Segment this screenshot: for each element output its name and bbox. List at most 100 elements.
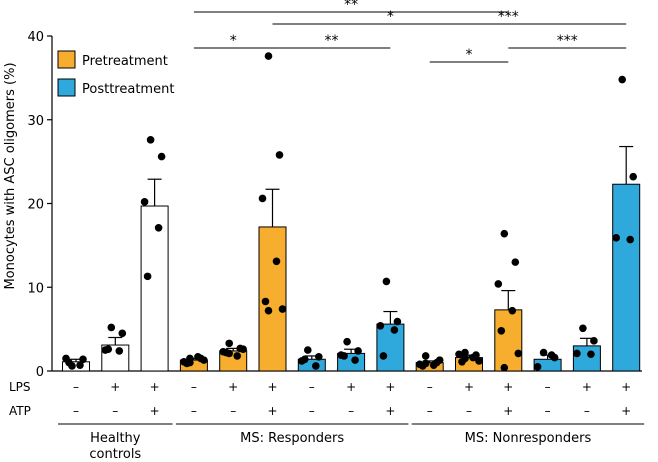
data-point: [264, 306, 273, 315]
data-point: [157, 152, 166, 161]
atp-sign: +: [385, 404, 395, 418]
lps-sign: +: [385, 380, 395, 394]
data-point: [461, 354, 469, 363]
data-point: [508, 306, 517, 315]
lps-sign: –: [545, 380, 551, 394]
data-point: [225, 349, 233, 358]
atp-sign: –: [73, 404, 79, 418]
data-point: [500, 229, 509, 238]
data-point: [500, 363, 509, 372]
data-point: [511, 258, 520, 266]
atp-sign: –: [466, 404, 472, 418]
data-point: [612, 234, 620, 242]
atp-sign: –: [348, 404, 354, 418]
data-point: [469, 353, 477, 362]
bar: [494, 309, 523, 372]
lps-sign: +: [621, 380, 631, 394]
significance-label: *: [387, 9, 394, 25]
atp-sign: –: [112, 404, 118, 418]
data-point: [421, 359, 430, 368]
data-point: [104, 345, 113, 354]
significance-label: ***: [557, 33, 578, 49]
data-point: [533, 363, 542, 371]
data-point: [421, 352, 430, 360]
data-point: [200, 356, 208, 364]
data-point: [626, 235, 634, 244]
data-point: [514, 349, 523, 358]
bar: [376, 323, 405, 372]
data-point: [65, 358, 73, 367]
data-point: [393, 317, 402, 326]
bar: [612, 183, 641, 372]
bar: [572, 345, 601, 372]
lps-sign: +: [150, 380, 160, 394]
significance-label: **: [344, 0, 358, 13]
lps-sign: +: [346, 380, 356, 394]
data-point: [382, 277, 391, 286]
significance-label: *: [466, 47, 473, 63]
data-point: [278, 305, 287, 313]
significance-label: **: [324, 33, 338, 49]
data-point: [455, 350, 463, 359]
significance-label: *: [230, 33, 237, 49]
legend-swatch: [57, 78, 76, 97]
data-point: [239, 345, 247, 354]
data-point: [547, 351, 556, 359]
lps-sign: +: [110, 380, 120, 394]
data-point: [539, 348, 548, 357]
data-point: [76, 361, 84, 369]
data-point: [233, 352, 241, 360]
row-label: ATP: [9, 404, 31, 418]
legend: Pretreatment Posttreatment: [57, 50, 174, 97]
data-point: [301, 355, 309, 364]
atp-sign: –: [191, 404, 197, 418]
row-label: LPS: [9, 380, 31, 394]
data-point: [573, 349, 581, 358]
legend-swatch: [57, 50, 76, 69]
atp-sign: +: [267, 404, 277, 418]
y-tick-label: 0: [36, 365, 44, 380]
data-point: [618, 75, 626, 84]
bars: [62, 145, 641, 372]
lps-sign: –: [73, 380, 79, 394]
data-point: [107, 323, 116, 332]
data-point: [343, 337, 351, 346]
data-point: [579, 324, 587, 333]
atp-sign: +: [621, 404, 631, 418]
data-point: [494, 280, 503, 288]
lps-sign: +: [464, 380, 474, 394]
lps-sign: +: [228, 380, 238, 394]
bar: [258, 226, 287, 372]
data-point: [264, 52, 273, 60]
group-label: MS: Nonresponders: [465, 431, 592, 446]
data-point: [118, 329, 127, 338]
atp-sign: –: [427, 404, 433, 418]
data-point: [146, 136, 155, 144]
data-point: [587, 350, 595, 359]
data-point: [497, 327, 506, 335]
y-tick-label: 30: [27, 114, 44, 129]
y-tick-label: 20: [27, 198, 44, 213]
data-point: [186, 354, 194, 363]
data-point: [154, 223, 163, 232]
data-point: [79, 355, 87, 364]
lps-sign: –: [191, 380, 197, 394]
data-point: [194, 352, 202, 361]
atp-sign: –: [309, 404, 315, 418]
data-point: [461, 348, 469, 357]
data-point: [115, 347, 124, 355]
data-point: [629, 172, 637, 181]
lps-sign: –: [427, 380, 433, 394]
data-point: [140, 198, 149, 206]
data-point: [272, 257, 281, 266]
significance-label: ***: [498, 9, 519, 25]
atp-sign: –: [545, 404, 551, 418]
data-point: [143, 272, 152, 281]
data-point: [376, 321, 385, 330]
group-label: MS: Responders: [240, 431, 344, 446]
data-point: [354, 347, 362, 355]
atp-sign: –: [230, 404, 236, 418]
data-point: [312, 362, 320, 370]
data-point: [261, 297, 270, 306]
